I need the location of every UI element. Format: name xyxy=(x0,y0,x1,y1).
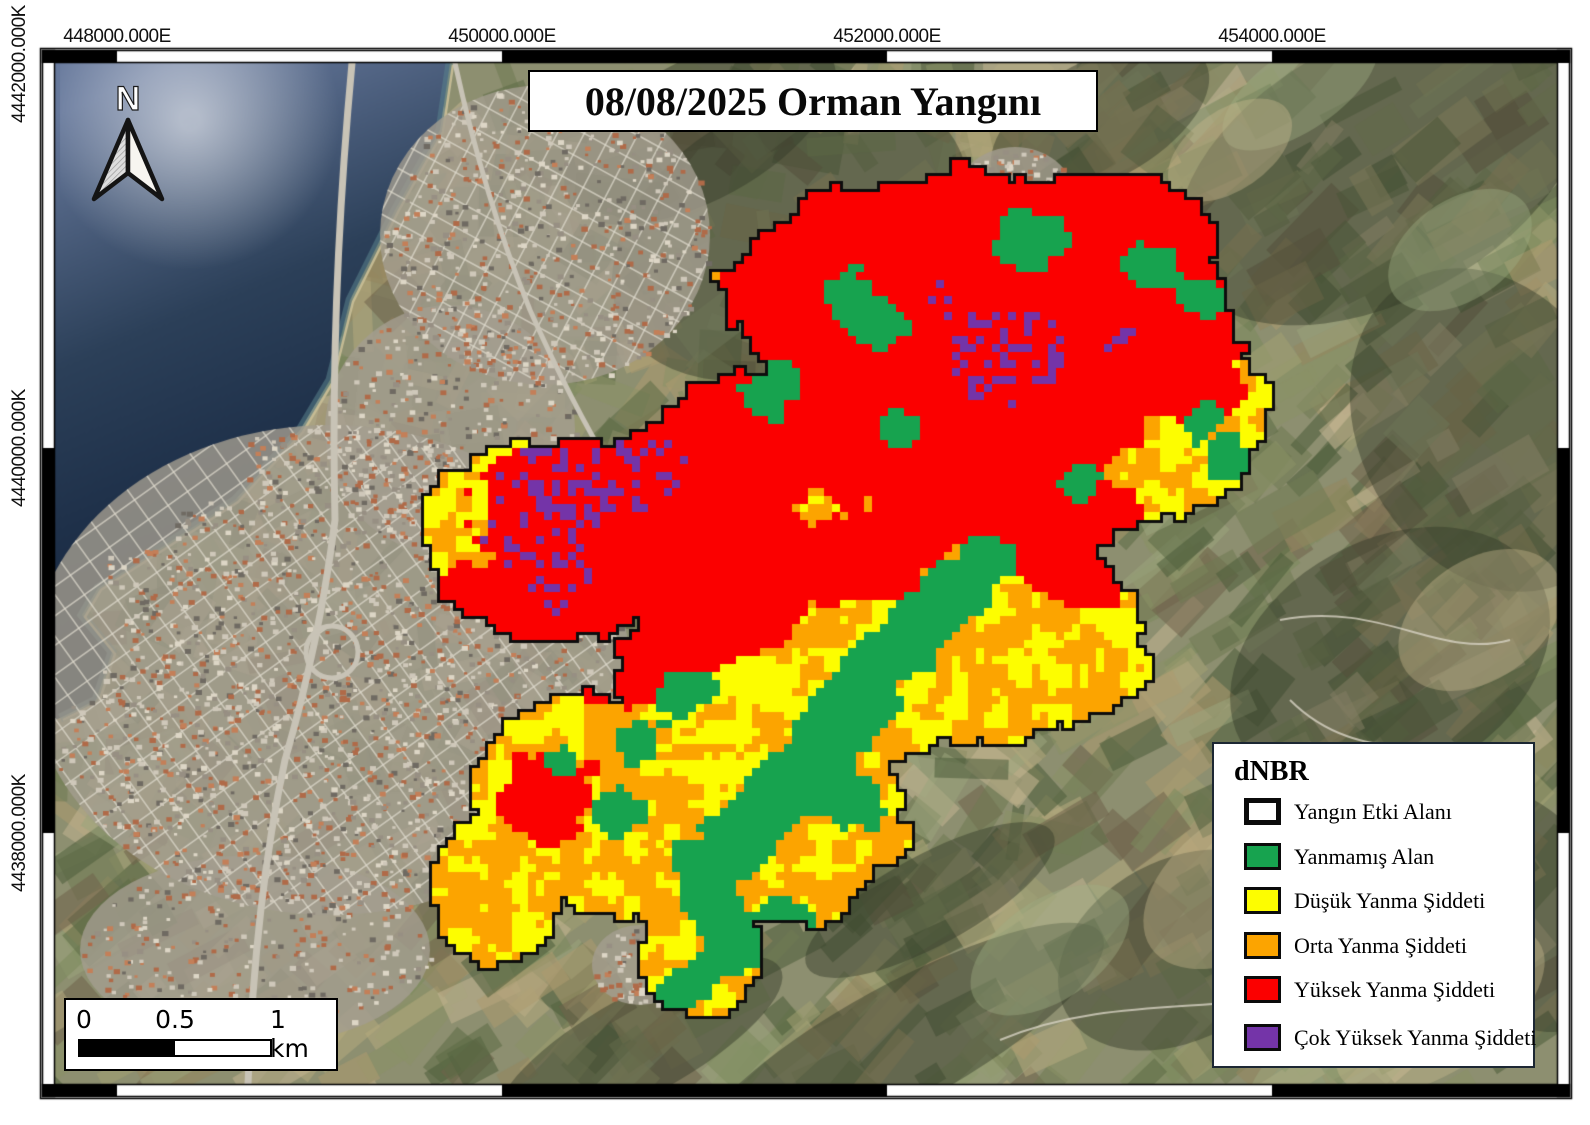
legend-label: Çok Yüksek Yanma Şiddeti xyxy=(1294,1025,1537,1050)
legend-box: dNBR Yangın Etki Alanı Yanmamış Alan Düş… xyxy=(1212,742,1537,1068)
legend-item-fire-area: Yangın Etki Alanı xyxy=(1214,798,1533,826)
legend-item-unburned: Yanmamış Alan xyxy=(1214,843,1533,871)
legend-item-high: Yüksek Yanma Şiddeti xyxy=(1214,976,1533,1004)
grid-label-northing-2: 4440000.000K xyxy=(9,389,30,507)
grid-label-easting-3: 452000.000E xyxy=(833,26,941,47)
legend-swatch-fire-area xyxy=(1244,798,1281,825)
scale-bar-filled-half xyxy=(80,1041,175,1055)
legend-label: Yanmamış Alan xyxy=(1294,844,1435,869)
grid-label-easting-2: 450000.000E xyxy=(448,26,556,47)
scale-label-05: 0.5 xyxy=(155,1005,195,1034)
legend-swatch-very-high xyxy=(1244,1024,1281,1051)
grid-label-easting-1: 448000.000E xyxy=(63,26,171,47)
grid-label-northing-3: 4438000.000K xyxy=(9,774,30,892)
legend-swatch-moderate xyxy=(1244,932,1281,959)
north-arrow: N xyxy=(91,79,165,202)
legend-label: Yangın Etki Alanı xyxy=(1294,799,1452,824)
north-arrow-right-wing xyxy=(125,117,165,202)
grid-label-northing-1: 4442000.000K xyxy=(9,5,30,123)
scale-label-1km: 1 km xyxy=(270,1005,309,1063)
grid-label-easting-4: 454000.000E xyxy=(1218,26,1326,47)
legend-swatch-low xyxy=(1244,887,1281,914)
scale-bar: 0 0.5 1 km xyxy=(64,998,338,1071)
map-title: 08/08/2025 Orman Yangını xyxy=(584,78,1042,124)
north-label: N xyxy=(116,80,141,118)
north-arrow-left-wing xyxy=(91,117,131,202)
legend-item-low: Düşük Yanma Şiddeti xyxy=(1214,887,1533,915)
legend-title: dNBR xyxy=(1234,756,1309,787)
legend-label: Yüksek Yanma Şiddeti xyxy=(1294,977,1496,1002)
legend-swatch-unburned xyxy=(1244,843,1281,870)
legend-item-very-high: Çok Yüksek Yanma Şiddeti xyxy=(1214,1024,1537,1052)
legend-swatch-high xyxy=(1244,976,1281,1003)
scale-bar-track xyxy=(78,1039,272,1057)
scale-label-0: 0 xyxy=(76,1005,92,1034)
map-title-box: 08/08/2025 Orman Yangını xyxy=(528,70,1098,132)
legend-label: Orta Yanma Şiddeti xyxy=(1294,933,1467,958)
legend-item-moderate: Orta Yanma Şiddeti xyxy=(1214,932,1533,960)
legend-label: Düşük Yanma Şiddeti xyxy=(1294,888,1486,913)
